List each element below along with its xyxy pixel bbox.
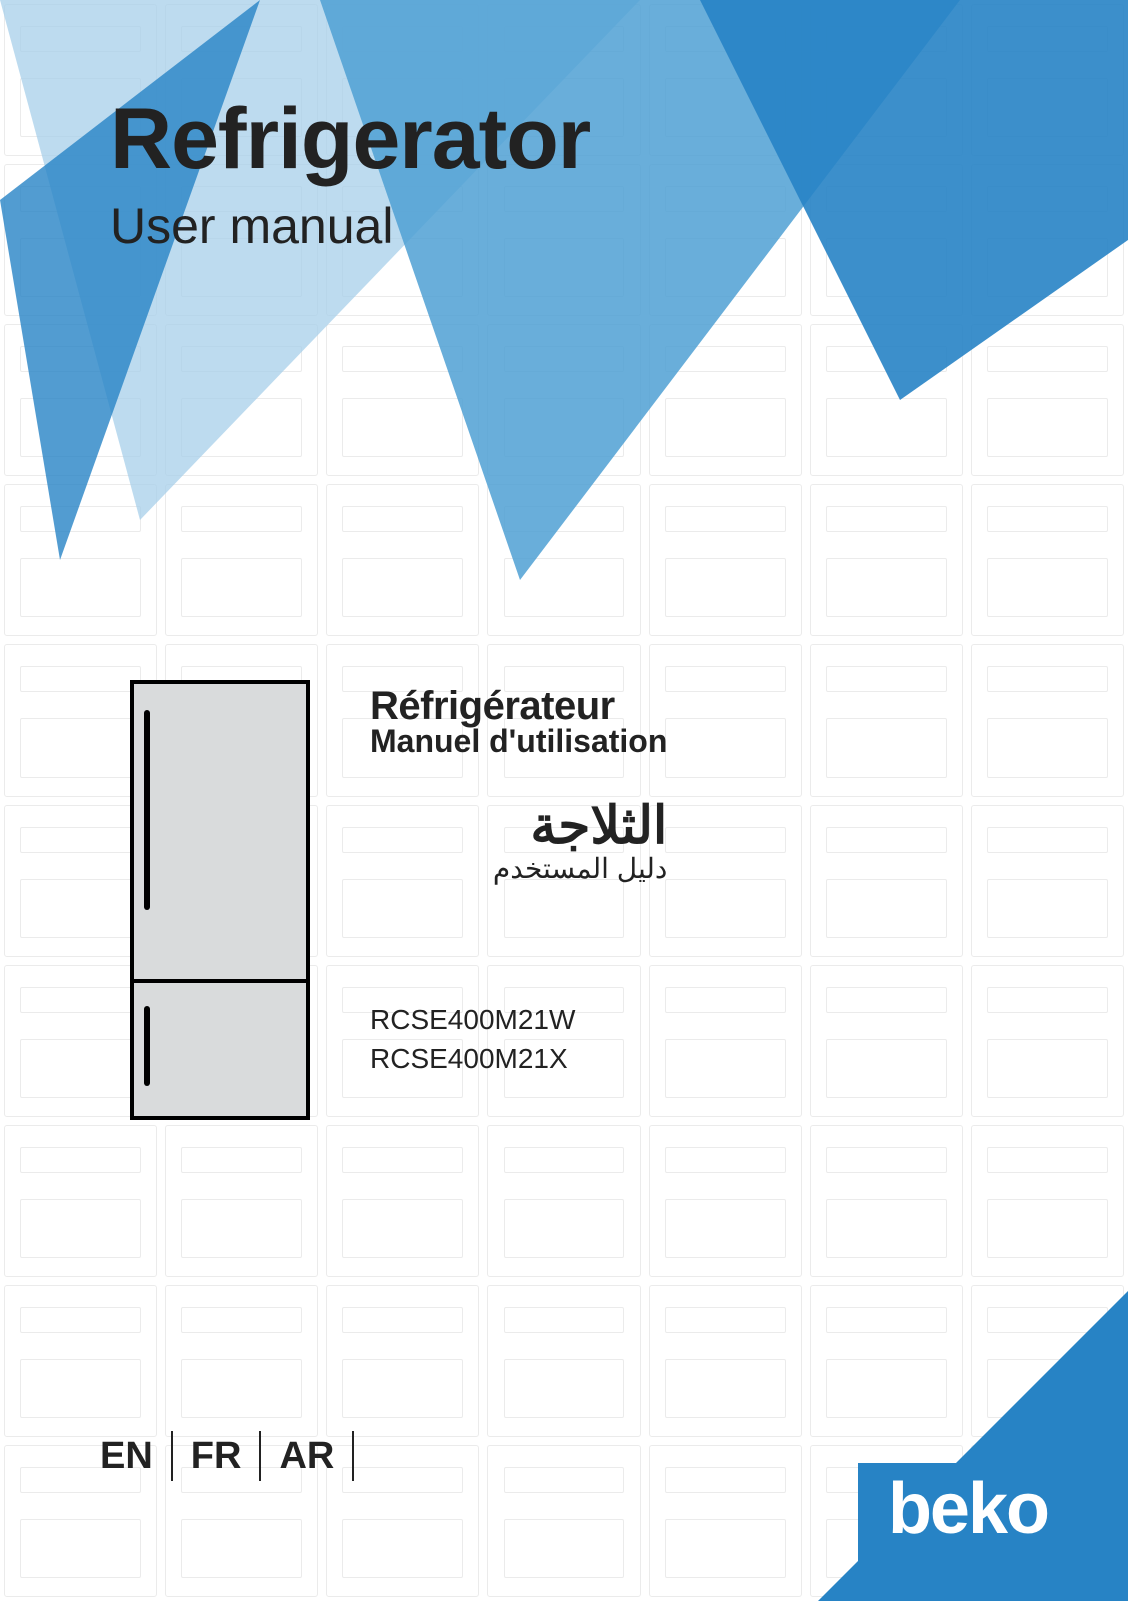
fridge-handle-top	[144, 710, 150, 910]
fridge-handle-bottom	[144, 1006, 150, 1086]
alt-language-titles: Réfrigérateur Manuel d'utilisation الثلا…	[370, 684, 667, 885]
title-ar: الثلاجة	[370, 796, 667, 856]
lang-en: EN	[100, 1435, 153, 1478]
language-codes: EN FR AR	[100, 1431, 372, 1481]
manual-cover-page: Refrigerator User manual Réfrigérateur M…	[0, 0, 1128, 1601]
title-en: Refrigerator	[110, 90, 590, 189]
model-1: RCSE400M21W	[370, 1000, 575, 1039]
subtitle-ar: دليل المستخدم	[370, 852, 667, 885]
lang-separator	[352, 1431, 354, 1481]
brand-box: beko	[858, 1463, 1078, 1561]
fridge-body	[130, 680, 310, 1120]
subtitle-fr: Manuel d'utilisation	[370, 723, 667, 760]
refrigerator-icon	[130, 680, 310, 1120]
header-block: Refrigerator User manual	[110, 90, 590, 255]
lang-ar: AR	[279, 1435, 334, 1478]
lang-fr: FR	[191, 1435, 242, 1478]
subtitle-en: User manual	[110, 197, 590, 255]
fridge-door-split	[130, 979, 310, 983]
model-numbers: RCSE400M21W RCSE400M21X	[370, 1000, 575, 1078]
lang-separator	[259, 1431, 261, 1481]
brand-name: beko	[888, 1481, 1048, 1539]
lang-separator	[171, 1431, 173, 1481]
model-2: RCSE400M21X	[370, 1039, 575, 1078]
